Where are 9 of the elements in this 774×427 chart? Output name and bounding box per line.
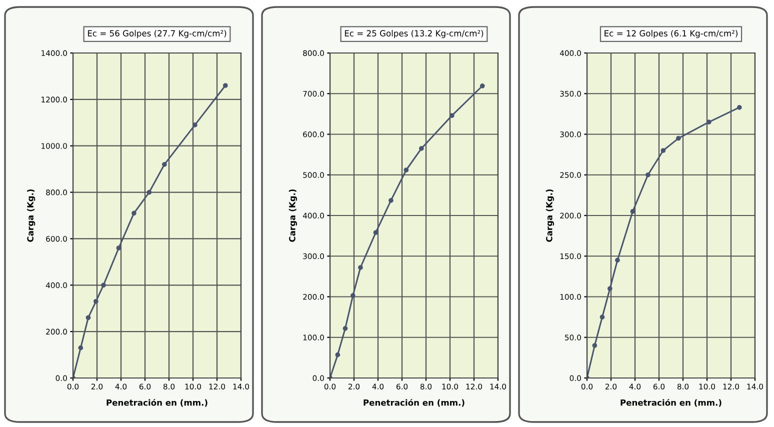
- x-axis-title: Penetración en (mm.): [364, 398, 464, 407]
- x-axis-title: Penetración en (mm.): [620, 398, 722, 407]
- chart-title: Ec = 56 Golpes (27.7 Kg-cm/cm²): [88, 30, 226, 38]
- y-axis-title: Carga (Kg.): [27, 189, 36, 242]
- chart-title: Ec = 25 Golpes (13.2 Kg-cm/cm²): [344, 30, 484, 38]
- x-axis-title: Penetración en (mm.): [106, 398, 208, 407]
- y-axis-title: Carga (Kg.): [546, 189, 554, 242]
- y-axis-title: Carga (Kg.): [288, 189, 298, 242]
- chart-title: Ec = 12 Golpes (6.1 Kg-cm/cm²): [604, 30, 738, 38]
